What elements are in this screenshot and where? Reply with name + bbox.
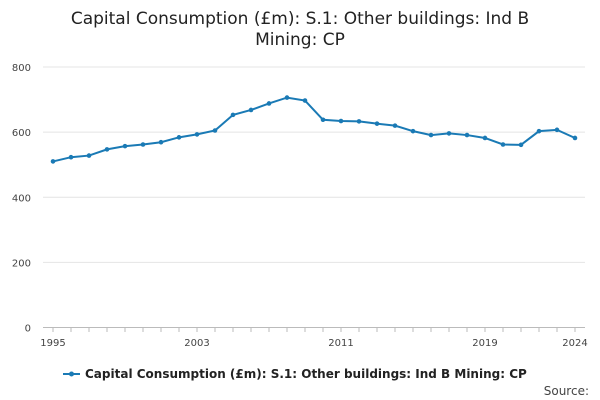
x-tick-label: 2019 xyxy=(472,338,497,349)
x-tick-label: 1995 xyxy=(40,338,65,349)
source-label: Source: xyxy=(544,384,589,398)
y-axis-tick-labels: 0 200 400 600 800 xyxy=(12,63,31,335)
data-point[interactable] xyxy=(176,135,182,140)
data-point[interactable] xyxy=(554,127,560,133)
x-axis-tick-labels: 1995 2003 2011 2019 2024 xyxy=(40,338,587,349)
data-point[interactable] xyxy=(212,128,218,133)
data-point[interactable] xyxy=(446,131,452,136)
data-point[interactable] xyxy=(356,119,362,124)
data-point[interactable] xyxy=(338,118,344,124)
gridlines xyxy=(43,66,585,263)
data-point[interactable] xyxy=(86,153,92,158)
x-axis-tick-marks xyxy=(52,327,576,332)
data-point[interactable] xyxy=(140,142,146,147)
data-point[interactable] xyxy=(428,132,434,138)
data-point[interactable] xyxy=(572,135,578,141)
data-points xyxy=(50,95,578,164)
data-point[interactable] xyxy=(158,139,164,145)
chart-title-line-1: Capital Consumption (£m): S.1: Other bui… xyxy=(71,9,529,29)
x-tick-label: 2024 xyxy=(562,338,587,349)
data-point[interactable] xyxy=(230,112,236,118)
legend-label: Capital Consumption (£m): S.1: Other bui… xyxy=(85,367,527,381)
y-tick-label: 800 xyxy=(12,63,31,74)
data-point[interactable] xyxy=(464,132,470,138)
x-tick-label: 2011 xyxy=(328,338,353,349)
series-line[interactable] xyxy=(52,96,576,163)
x-tick-label: 2003 xyxy=(184,338,209,349)
data-point[interactable] xyxy=(248,107,254,113)
data-point[interactable] xyxy=(194,132,200,137)
data-point[interactable] xyxy=(68,154,74,160)
data-point[interactable] xyxy=(50,159,56,164)
data-point[interactable] xyxy=(320,117,326,123)
data-point[interactable] xyxy=(392,123,398,128)
data-point[interactable] xyxy=(482,135,488,141)
legend-swatch-marker xyxy=(69,371,74,377)
data-point[interactable] xyxy=(500,142,506,147)
data-point[interactable] xyxy=(302,98,308,103)
data-point[interactable] xyxy=(410,128,416,134)
data-point[interactable] xyxy=(284,95,290,100)
y-tick-label: 600 xyxy=(12,128,31,139)
data-point[interactable] xyxy=(518,142,524,148)
y-tick-label: 0 xyxy=(25,324,31,335)
data-point[interactable] xyxy=(374,121,380,126)
legend[interactable]: Capital Consumption (£m): S.1: Other bui… xyxy=(63,367,527,381)
y-tick-label: 200 xyxy=(12,258,31,269)
data-point[interactable] xyxy=(536,128,542,134)
data-point[interactable] xyxy=(104,147,110,152)
chart-title-line-2: Mining: CP xyxy=(255,30,345,50)
y-tick-label: 400 xyxy=(12,193,31,204)
data-point[interactable] xyxy=(122,143,128,149)
data-point[interactable] xyxy=(266,101,272,106)
